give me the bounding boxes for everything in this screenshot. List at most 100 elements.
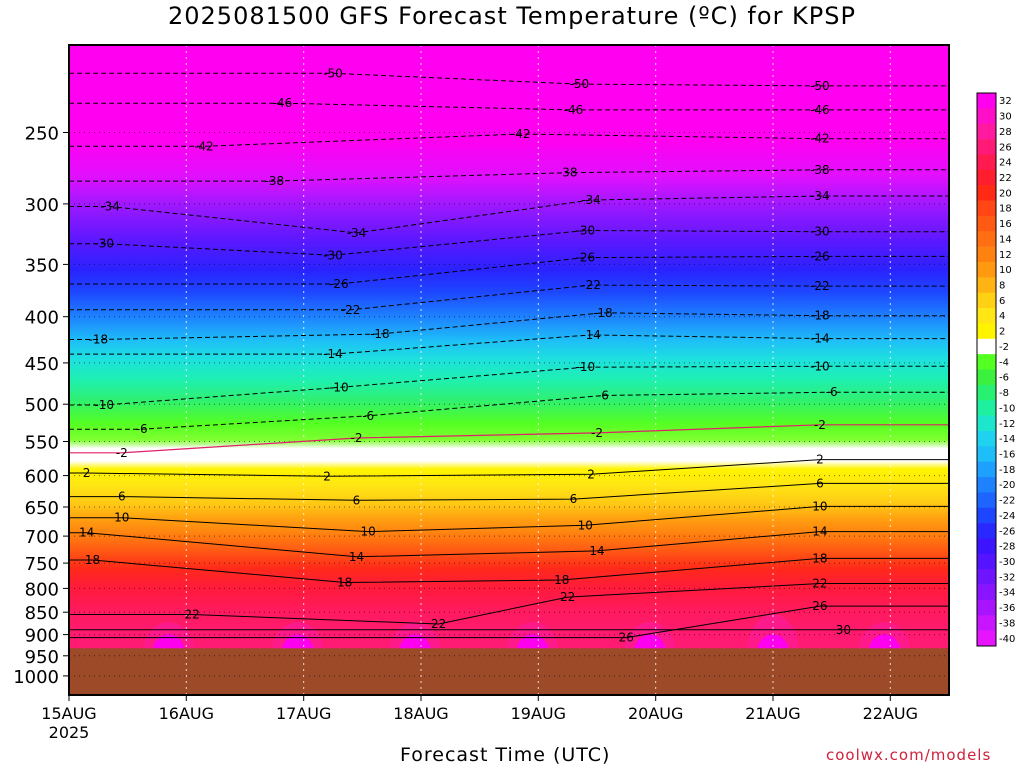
contour-label: -22 xyxy=(341,303,361,317)
colorbar-label: 24 xyxy=(999,158,1012,169)
contour-label: -46 xyxy=(273,96,293,110)
contour-line xyxy=(69,169,949,182)
contour-line xyxy=(69,365,949,406)
colorbar-swatch xyxy=(977,185,996,201)
contour-label: 2 xyxy=(587,467,595,481)
colorbar-label: 14 xyxy=(999,234,1012,245)
colorbar-label: -26 xyxy=(999,526,1015,537)
contour-label: -18 xyxy=(593,306,613,320)
colorbar-swatch xyxy=(977,338,996,355)
colorbar-label: -8 xyxy=(999,388,1009,399)
contour-label: 14 xyxy=(349,550,364,564)
y-tick-label: 900 xyxy=(25,626,59,647)
contour-label: -18 xyxy=(810,309,830,323)
colorbar-swatch xyxy=(977,139,996,155)
contour-label: -34 xyxy=(810,189,830,203)
contour-label: -10 xyxy=(810,359,830,373)
contour-line xyxy=(69,583,949,625)
contour-label: 18 xyxy=(554,573,569,587)
contour-label: -30 xyxy=(810,225,830,239)
colorbar-label: -28 xyxy=(999,542,1015,553)
colorbar-swatch xyxy=(977,569,996,585)
colorbar-swatch xyxy=(977,169,996,186)
colorbar-swatch xyxy=(977,292,996,309)
contour-label: 14 xyxy=(79,526,94,540)
y-tick-label: 250 xyxy=(25,124,59,145)
contour-label: 26 xyxy=(619,631,634,645)
contour-label: -2 xyxy=(116,446,128,460)
contour-label: -2 xyxy=(814,418,826,432)
contour-label: -18 xyxy=(88,333,108,347)
contour-label: 22 xyxy=(560,590,575,604)
contour-label: -22 xyxy=(810,279,830,293)
colorbar-label: -16 xyxy=(999,450,1015,461)
contour-label: 18 xyxy=(337,576,352,590)
chart-title: 2025081500 GFS Forecast Temperature (ºC)… xyxy=(168,2,856,30)
contour-line xyxy=(69,557,949,584)
contour-label: -34 xyxy=(347,226,367,240)
contour-label: 14 xyxy=(812,525,827,539)
contour-label: 10 xyxy=(114,511,129,525)
colorbar-label: -40 xyxy=(999,634,1015,645)
contour-label: -22 xyxy=(581,278,601,292)
colorbar-swatch xyxy=(977,354,996,370)
contour-label: -34 xyxy=(581,193,601,207)
x-tick-label: 20AUG xyxy=(628,704,683,723)
colorbar-label: -22 xyxy=(999,496,1015,507)
contour-label: 2 xyxy=(323,469,331,483)
colorbar-label: 20 xyxy=(999,188,1012,199)
contour-label: 6 xyxy=(118,490,126,504)
colorbar-swatch xyxy=(977,538,996,555)
colorbar-swatch xyxy=(977,108,996,125)
y-tick-label: 800 xyxy=(25,579,59,600)
contour-line xyxy=(69,133,949,147)
contour-label: -14 xyxy=(810,332,830,346)
colorbar-swatch xyxy=(977,308,996,324)
contour-label: -30 xyxy=(575,224,595,238)
colorbar-swatch xyxy=(977,599,996,616)
colorbar-label: 22 xyxy=(999,173,1012,184)
colorbar-label: 26 xyxy=(999,142,1012,153)
contour-label: 18 xyxy=(85,553,100,567)
contour-label: 10 xyxy=(812,499,827,513)
contour-label: -6 xyxy=(826,385,838,399)
y-tick-label: 550 xyxy=(25,433,59,454)
y-tick-label: 950 xyxy=(25,647,59,668)
contour-line xyxy=(69,284,949,311)
colorbar-label: -10 xyxy=(999,403,1015,414)
colorbar-swatch xyxy=(977,415,996,432)
contour-label: -50 xyxy=(810,79,830,93)
y-tick-label: 400 xyxy=(25,308,59,329)
contour-label: -42 xyxy=(511,127,531,141)
colorbar-label: -6 xyxy=(999,373,1009,384)
y-tick-label: 500 xyxy=(25,395,59,416)
contour-label: 30 xyxy=(836,623,851,637)
y-tick-label: 350 xyxy=(25,255,59,276)
colorbar-swatch xyxy=(977,553,996,570)
x-axis-year-label: 2025 xyxy=(49,723,90,742)
contour-line xyxy=(69,391,949,430)
contour-line xyxy=(69,334,949,355)
colorbar-swatch xyxy=(977,615,996,631)
colorbar-label: 16 xyxy=(999,219,1012,230)
x-tick-label: 15AUG xyxy=(41,704,96,723)
colorbar-swatch xyxy=(977,523,996,539)
contour-label: -34 xyxy=(100,200,120,214)
contour-label: -10 xyxy=(94,398,114,412)
contour-label: -6 xyxy=(136,422,148,436)
colorbar-label: -24 xyxy=(999,511,1015,522)
contour-label: 2 xyxy=(83,466,91,480)
contour-line xyxy=(69,459,949,477)
colorbar-label: 2 xyxy=(999,327,1005,338)
contour-label: -18 xyxy=(370,327,390,341)
contour-label: 22 xyxy=(812,577,827,591)
y-tick-label: 600 xyxy=(25,467,59,488)
contour-label: 22 xyxy=(431,617,446,631)
contour-label: -46 xyxy=(564,103,584,117)
colorbar-label: 4 xyxy=(999,311,1005,322)
colorbar-swatch xyxy=(977,446,996,462)
x-tick-label: 17AUG xyxy=(276,704,331,723)
colorbar-swatch xyxy=(977,584,996,601)
colorbar-frame xyxy=(976,92,997,647)
